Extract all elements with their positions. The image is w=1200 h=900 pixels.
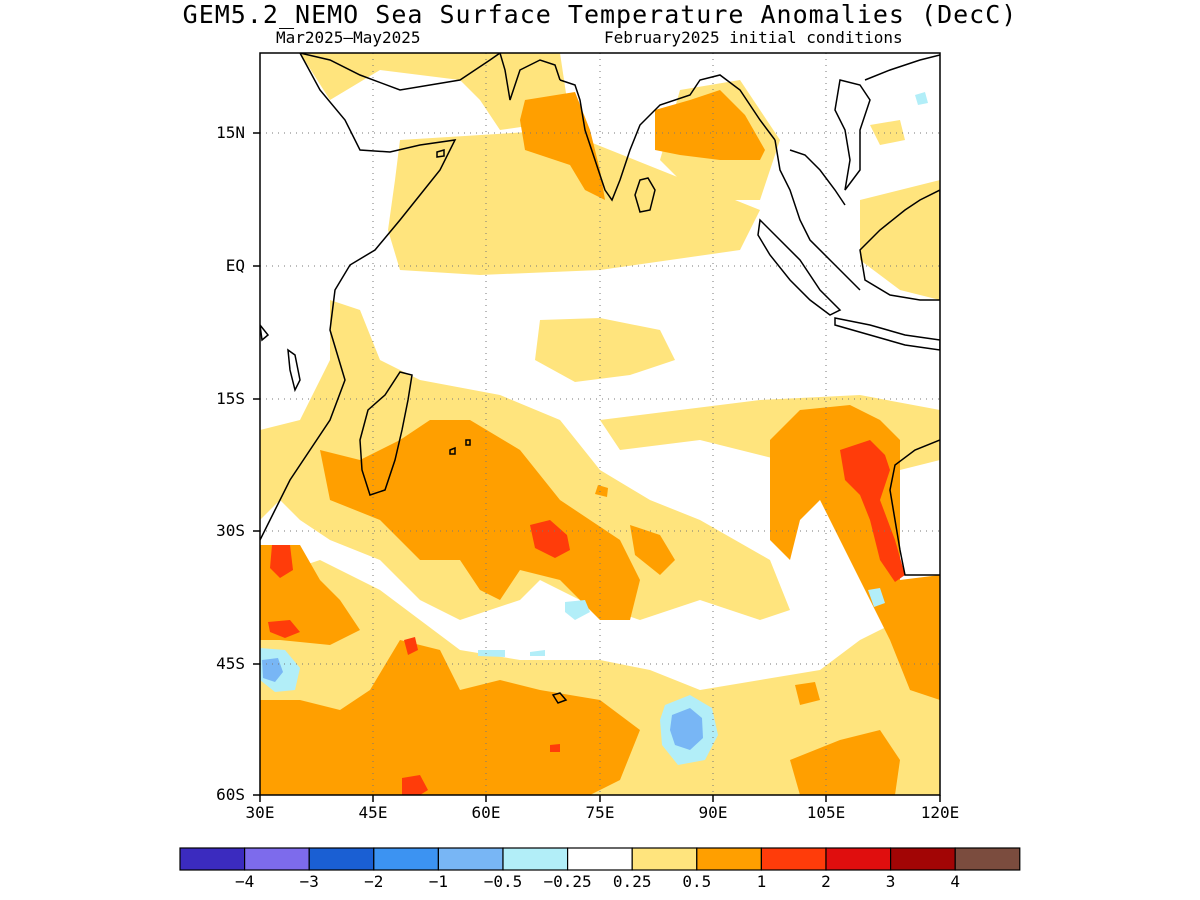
y-tick-label: 45S xyxy=(216,654,245,673)
colorbar xyxy=(179,847,1021,871)
colorbar-swatch xyxy=(889,847,956,871)
x-tick-label: 45E xyxy=(358,803,388,822)
y-tick-label: 15S xyxy=(216,389,245,408)
colorbar-swatch xyxy=(760,847,827,871)
colorbar-swatch xyxy=(502,847,569,871)
colorbar-swatch xyxy=(437,847,504,871)
colorbar-swatch xyxy=(696,847,762,871)
colorbar-swatch xyxy=(179,847,246,871)
x-tick-label: 105E xyxy=(806,803,846,822)
colorbar-label: −1 xyxy=(428,872,449,891)
colorbar-label: −0.25 xyxy=(543,872,592,891)
colorbar-label: 3 xyxy=(885,872,896,891)
anomaly-05-1 xyxy=(260,90,940,795)
x-tick-label: 60E xyxy=(471,803,501,822)
colorbar-label: 2 xyxy=(821,872,831,891)
colorbar-label: −4 xyxy=(234,872,255,891)
colorbar-swatch xyxy=(373,847,439,871)
x-tick-label: 30E xyxy=(245,803,275,822)
colorbar-label: −2 xyxy=(364,872,384,891)
y-tick-label: EQ xyxy=(225,256,245,275)
chart-title: GEM5.2_NEMO Sea Surface Temperature Anom… xyxy=(182,0,1018,29)
colorbar-label: 1 xyxy=(756,872,767,891)
tick-marks xyxy=(253,132,941,802)
gridlines xyxy=(260,53,940,795)
coastlines xyxy=(260,53,940,704)
colorbar-label: 0.5 xyxy=(682,872,712,891)
initial-conditions: February2025 initial conditions xyxy=(604,28,903,47)
colorbar-swatch xyxy=(631,847,698,871)
colorbar-swatch xyxy=(825,847,892,871)
y-tick-label: 15N xyxy=(216,123,245,142)
colorbar-label: −0.5 xyxy=(483,872,523,891)
colorbar-label: −3 xyxy=(299,872,319,891)
colorbar-swatch xyxy=(308,847,375,871)
x-tick-label: 90E xyxy=(698,803,728,822)
anomaly-neg05-neg1 xyxy=(262,658,703,750)
y-tick-label: 60S xyxy=(216,785,245,804)
y-tick-label: 30S xyxy=(216,521,245,540)
forecast-period: Mar2025—May2025 xyxy=(276,28,421,47)
anomaly-fields xyxy=(260,53,940,795)
colorbar-label: 0.25 xyxy=(612,872,652,891)
colorbar-swatch xyxy=(954,847,1021,871)
x-tick-label: 75E xyxy=(585,803,615,822)
colorbar-swatch xyxy=(566,847,633,871)
colorbar-label: 4 xyxy=(950,872,961,891)
colorbar-swatch xyxy=(244,847,310,871)
x-tick-label: 120E xyxy=(920,803,960,822)
anomaly-1-2 xyxy=(268,440,905,795)
